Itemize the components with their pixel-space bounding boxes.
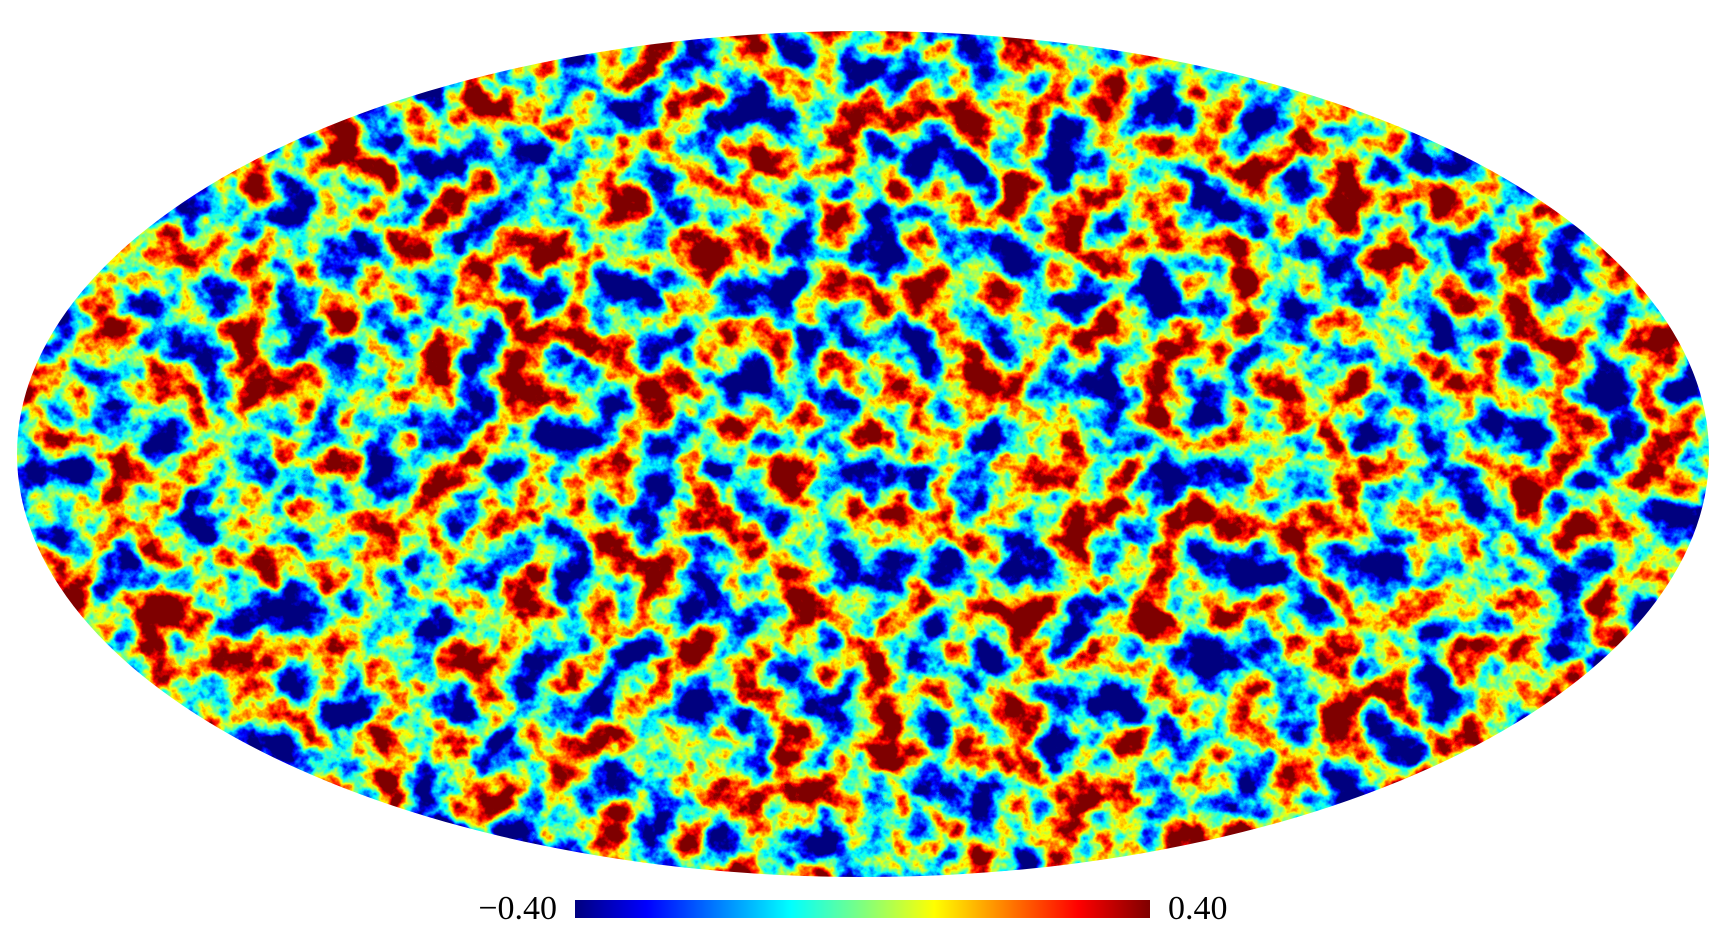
sky-map: [17, 31, 1709, 877]
colorbar-tick-label: 0.40: [1168, 890, 1228, 927]
sky-map-texture: [17, 31, 1709, 877]
colorbar: [575, 900, 1150, 918]
colorbar-tick-label: −0.40: [478, 890, 557, 927]
